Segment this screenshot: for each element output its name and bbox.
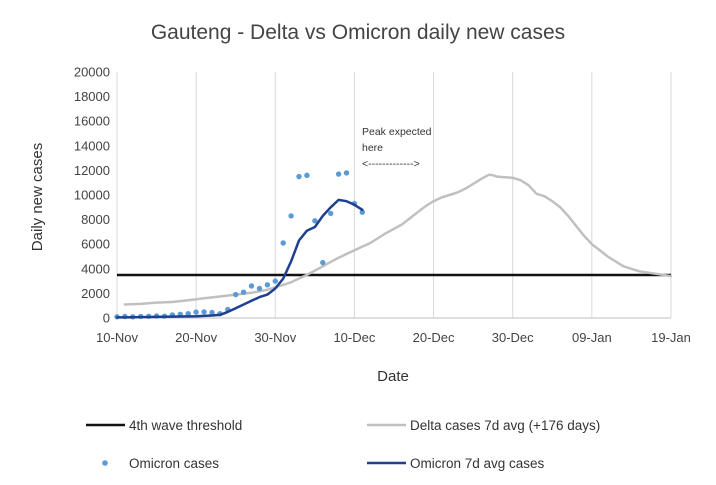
data-point — [256, 285, 263, 292]
data-point — [209, 309, 215, 316]
data-point — [264, 282, 271, 288]
legend-swatch-omicron-cases — [102, 460, 108, 466]
data-point — [185, 311, 191, 317]
x-tick-label: 19-Jan — [651, 330, 691, 345]
y-tick-label: 14000 — [74, 138, 110, 153]
x-axis-label: Date — [377, 368, 409, 385]
legend-label-delta: Delta cases 7d avg (+176 days) — [410, 418, 600, 433]
series-delta-cases-7d-avg-176-days — [123, 173, 673, 306]
y-tick-label: 0 — [103, 311, 110, 326]
x-tick-label: 30-Dec — [492, 330, 534, 345]
annotation-arrow: <-------------> — [362, 158, 420, 170]
y-tick-label: 18000 — [74, 89, 110, 104]
annotation: Peak expected here <-------------> — [362, 126, 432, 170]
data-point — [240, 289, 247, 295]
y-tick-label: 6000 — [81, 237, 110, 252]
y-tick-label: 16000 — [74, 114, 110, 129]
chart-title: Gauteng - Delta vs Omicron daily new cas… — [151, 21, 565, 44]
data-point — [233, 291, 239, 298]
x-tick-label: 20-Nov — [175, 330, 217, 345]
data-point — [335, 171, 342, 177]
annotation-line-1: Peak expected — [362, 126, 432, 138]
data-point — [328, 210, 334, 217]
y-tick-label: 12000 — [74, 163, 110, 178]
series-layer — [114, 170, 673, 320]
x-tick-label: 30-Nov — [254, 330, 296, 345]
y-axis-ticks: 0 2000 4000 6000 8000 10000 12000 14000 16000 180… — [74, 65, 110, 326]
legend-label-omicron-cases: Omicron cases — [129, 456, 219, 471]
y-tick-label: 20000 — [74, 65, 110, 80]
series-omicron-7d-avg-cases — [115, 198, 364, 319]
legend: 4th wave threshold Delta cases 7d avg (+… — [86, 418, 600, 471]
legend-label-threshold: 4th wave threshold — [129, 418, 242, 433]
annotation-line-2: here — [362, 142, 383, 154]
y-tick-label: 8000 — [81, 212, 110, 227]
data-point — [193, 309, 199, 315]
data-point — [312, 218, 318, 224]
y-tick-label: 4000 — [81, 261, 110, 276]
y-axis-label: Daily new cases — [29, 143, 46, 251]
data-point — [296, 173, 302, 180]
x-tick-label: 10-Nov — [96, 330, 138, 345]
y-tick-label: 2000 — [81, 286, 110, 301]
grid — [116, 72, 672, 319]
data-point — [320, 259, 326, 266]
data-point — [304, 172, 310, 178]
x-tick-label: 10-Dec — [333, 330, 375, 345]
data-point — [248, 283, 255, 289]
data-point — [272, 278, 278, 284]
x-tick-label: 20-Dec — [413, 330, 455, 345]
x-axis-ticks: 10-Nov 20-Nov 30-Nov 10-Dec 20-Dec 30-Dec 09-J… — [96, 330, 691, 345]
data-point — [288, 213, 294, 219]
data-point — [343, 170, 350, 176]
data-point — [201, 309, 207, 315]
x-tick-label: 09-Jan — [572, 330, 612, 345]
y-tick-label: 10000 — [74, 188, 110, 203]
legend-label-omicron-avg: Omicron 7d avg cases — [410, 456, 545, 471]
data-point — [359, 209, 365, 215]
series-omicron-cases — [114, 170, 365, 320]
data-point — [280, 240, 286, 246]
